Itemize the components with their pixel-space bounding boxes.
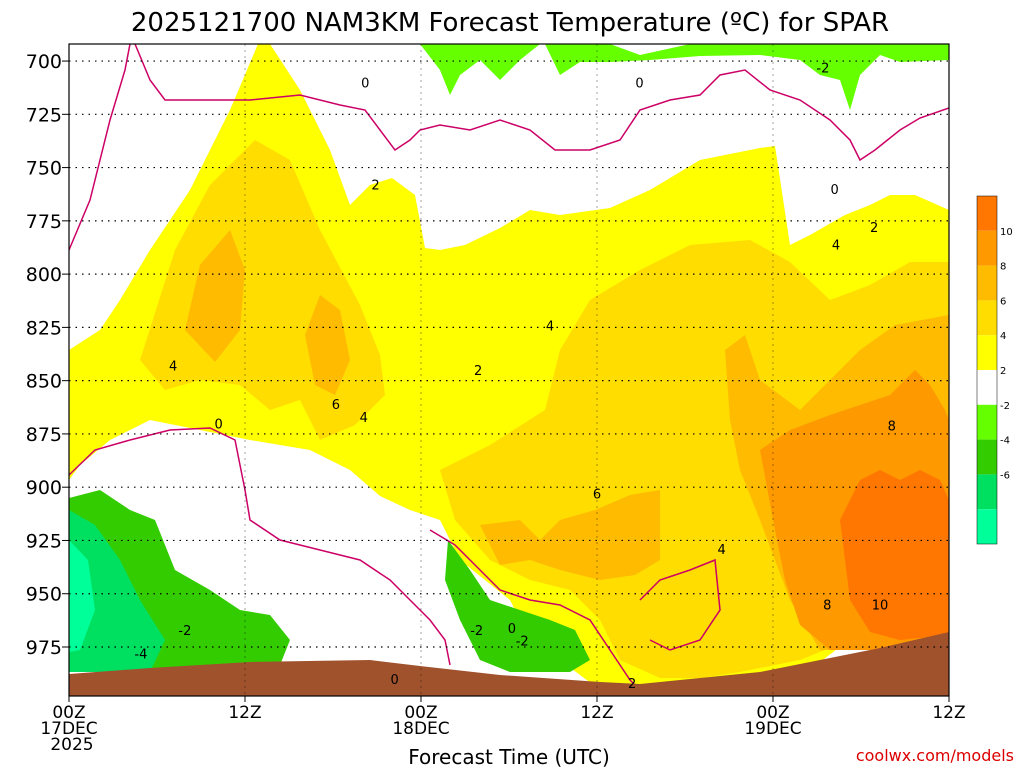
isotherm-0c	[429, 529, 641, 691]
y-tick-label: 775	[26, 211, 62, 233]
contour-label: 2	[474, 364, 482, 379]
contour-label: -2	[178, 624, 191, 639]
contour-label: 8	[823, 598, 831, 613]
isotherm-0c	[69, 44, 131, 251]
y-tick-label: 925	[26, 530, 62, 552]
contour-label: 0	[214, 417, 222, 432]
contour-label: 4	[832, 238, 840, 253]
x-tick-label: 17DEC	[40, 719, 97, 739]
contour-label: 2	[371, 179, 379, 194]
band-0-to-minus-2	[445, 540, 590, 672]
contour-label: -4	[134, 647, 147, 662]
x-tick-label: 00Z	[404, 703, 437, 723]
colorbar-frame	[976, 195, 998, 545]
x-tick-label: 12Z	[228, 703, 261, 723]
colorbar-band	[977, 265, 997, 301]
contour-label: 10	[872, 598, 889, 613]
y-tick-label: 700	[26, 51, 62, 73]
colorbar-label: 2	[1000, 366, 1006, 377]
contour-label: 0	[830, 183, 838, 198]
colorbar-label: 10	[1000, 227, 1013, 238]
band-minus-2-to-minus-4	[69, 510, 165, 672]
colorbar-band	[977, 230, 997, 266]
plot-frame	[68, 43, 950, 697]
x-tick-label: 12Z	[932, 703, 965, 723]
band-above-10	[840, 470, 949, 640]
contour-label: 0	[508, 622, 516, 637]
colorbar-band	[977, 474, 997, 510]
contour-label: 4	[718, 543, 726, 558]
isotherm-0c	[69, 427, 451, 666]
contour-label: -2	[816, 61, 829, 76]
contour-label: 0	[361, 76, 369, 91]
grid	[69, 44, 949, 696]
contour-label: 8	[888, 419, 896, 434]
contour-label: 0	[390, 673, 398, 688]
colorbar-label: 4	[1000, 331, 1006, 342]
x-tick-label: 18DEC	[392, 719, 449, 739]
x-tick-label: 2025	[50, 735, 93, 755]
colorbar-band	[977, 196, 997, 231]
x-axis-label: Forecast Time (UTC)	[408, 745, 610, 768]
y-tick-label: 825	[26, 317, 62, 339]
watermark: coolwx.com/models	[856, 746, 1014, 765]
x-tick-label: 00Z	[756, 703, 789, 723]
isotherm-0c	[134, 44, 949, 162]
band-6-to-8	[185, 230, 245, 362]
contour-label: 2	[870, 221, 878, 236]
y-tick-label: 800	[26, 264, 62, 286]
colorbar-band	[977, 439, 997, 475]
x-tick-label: 19DEC	[744, 719, 801, 739]
band-0-to-minus-2	[350, 44, 540, 95]
band-6-to-8	[305, 295, 350, 395]
colorbar-label: -2	[1000, 401, 1010, 412]
contour-label: 4	[360, 411, 368, 426]
colorbar-label: 8	[1000, 262, 1006, 273]
colorbar-band	[977, 335, 997, 370]
contour-label: 2	[628, 677, 636, 692]
contour-label: 0	[635, 76, 643, 91]
chart-title: 2025121700 NAM3KM Forecast Temperature (…	[131, 8, 889, 38]
band-0-to-minus-2	[545, 44, 949, 110]
contour-label: -2	[516, 635, 529, 650]
contour-label: -2	[470, 624, 483, 639]
y-tick-label: 900	[26, 477, 62, 499]
colorbar: 10 8 6 4 2 -2 -4 -6	[976, 195, 1013, 545]
x-tick-label: 00Z	[52, 703, 85, 723]
band-below-minus-6	[69, 540, 95, 652]
colorbar-label: -6	[1000, 470, 1010, 481]
isotherm-0c	[639, 558, 721, 651]
y-tick-label: 850	[26, 371, 62, 393]
colorbar-band	[977, 404, 997, 440]
terrain	[69, 632, 949, 696]
y-tick-label: 750	[26, 158, 62, 180]
colorbar-label: -4	[1000, 436, 1010, 447]
y-tick-label: 725	[26, 104, 62, 126]
y-axis: 700 725 750 775 800 825 850 875 900 925 950 975	[26, 51, 69, 659]
plot-area	[69, 44, 949, 696]
y-tick-label: 950	[26, 584, 62, 606]
x-tick-label: 12Z	[580, 703, 613, 723]
contour-label: 4	[546, 319, 554, 334]
colorbar-label: 6	[1000, 296, 1006, 307]
contour-label: 6	[332, 398, 340, 413]
colorbar-band	[977, 300, 997, 336]
y-tick-label: 975	[26, 637, 62, 659]
colorbar-band	[977, 509, 997, 544]
colorbar-band	[977, 370, 997, 405]
y-tick-label: 875	[26, 424, 62, 446]
band-6-to-8	[480, 490, 660, 580]
contour-label: 6	[593, 488, 601, 503]
contour-label: 4	[169, 360, 177, 375]
